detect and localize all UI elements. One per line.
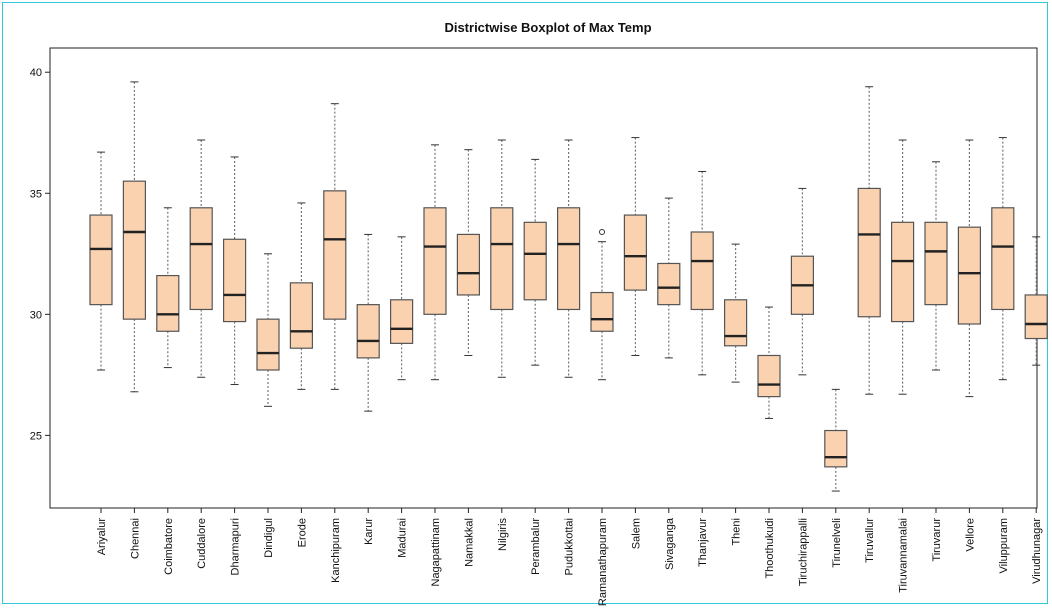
chart-title: Districtwise Boxplot of Max Temp — [444, 20, 651, 35]
x-tick-label: Thoothukudi — [764, 518, 776, 579]
iqr-box — [456, 233, 480, 296]
x-tick-label: Madurai — [397, 518, 409, 558]
iqr-box — [1024, 294, 1048, 340]
x-tick-label: Cuddalore — [196, 518, 208, 569]
iqr-box — [523, 221, 547, 301]
x-tick-label: Tiruvallur — [864, 518, 876, 563]
iqr-box — [189, 207, 213, 311]
iqr-box — [256, 318, 280, 371]
iqr-box — [490, 207, 514, 311]
iqr-box — [957, 226, 982, 325]
iqr-box — [356, 304, 380, 359]
x-tick-label: Dharmapuri — [230, 518, 242, 575]
x-tick-label: Chennai — [129, 518, 141, 559]
y-tick-label: 25 — [30, 430, 42, 442]
iqr-box — [556, 207, 581, 311]
x-axis: Ariyalur Chennai Coimbatore Cuddalore Dharma… — [96, 508, 1043, 606]
box-salem — [623, 137, 648, 356]
iqr-box — [991, 207, 1015, 311]
y-tick-label: 30 — [30, 309, 42, 321]
iqr-box — [390, 299, 414, 344]
box-tiruvallur — [857, 86, 881, 395]
x-tick-label: Tiruvarur — [931, 518, 943, 562]
iqr-box — [857, 187, 881, 318]
iqr-box — [623, 214, 648, 291]
x-tick-label: Karur — [363, 518, 375, 545]
box-tiruvarur — [924, 161, 948, 371]
box-karur — [356, 233, 380, 412]
iqr-box — [89, 214, 113, 306]
iqr-box — [757, 354, 781, 398]
x-tick-label: Ariyalur — [96, 518, 108, 556]
iqr-box — [690, 231, 714, 311]
box-tirunelveli — [824, 388, 848, 492]
box-thoothukudi — [757, 306, 781, 419]
box-ramanathapuram — [590, 229, 614, 381]
x-tick-label: Nagapattinam — [430, 518, 442, 587]
box-erode — [289, 202, 313, 390]
box-madurai — [390, 236, 414, 381]
iqr-box — [890, 221, 915, 323]
iqr-box — [657, 262, 681, 306]
box-sivaganga — [657, 197, 681, 359]
plot-area — [49, 47, 1038, 509]
box-coimbatore — [156, 207, 180, 369]
y-tick-label: 40 — [30, 67, 42, 79]
x-tick-label: Ramanathapuram — [597, 518, 609, 606]
x-tick-label: Perambalur — [530, 518, 542, 575]
box-tiruvannamalai — [890, 139, 915, 395]
outlier-point — [599, 229, 605, 235]
box-nilgiris — [490, 139, 514, 378]
iqr-box — [289, 282, 313, 349]
x-tick-label: Tiruchirappalli — [797, 518, 809, 586]
x-tick-label: Dindigul — [263, 518, 275, 558]
x-tick-label: Sivaganga — [664, 517, 676, 570]
y-axis: 25 30 35 40 — [30, 67, 50, 442]
boxes — [89, 81, 1048, 492]
box-ariyalur — [89, 151, 113, 371]
iqr-box — [590, 291, 614, 332]
x-tick-label: Tiruvannamalai — [898, 518, 910, 593]
box-perambalur — [523, 158, 547, 366]
x-tick-label: Kanchipuram — [330, 518, 342, 583]
iqr-box — [323, 190, 347, 320]
box-nagapattinam — [423, 144, 447, 381]
box-pudukkottai — [556, 139, 581, 378]
x-tick-label: Vellore — [964, 518, 976, 552]
iqr-box — [423, 207, 447, 315]
iqr-box — [223, 238, 247, 323]
x-tick-label: Viluppuram — [998, 518, 1010, 573]
box-kanchipuram — [323, 103, 347, 390]
box-dharmapuri — [223, 156, 247, 386]
box-tiruchirappalli — [790, 187, 815, 376]
x-tick-label: Pudukkottai — [564, 518, 576, 575]
x-tick-label: Namakkal — [463, 518, 475, 567]
box-vellore — [957, 139, 982, 398]
box-virudhunagar — [1024, 236, 1048, 366]
x-tick-label: Thanjavur — [697, 518, 709, 567]
iqr-box — [122, 180, 147, 320]
y-tick-label: 35 — [30, 188, 42, 200]
x-tick-label: Erode — [296, 518, 308, 547]
box-cuddalore — [189, 139, 213, 378]
x-tick-label: Coimbatore — [163, 518, 175, 575]
box-namakkal — [456, 149, 480, 356]
x-tick-label: Tirunelveli — [831, 518, 843, 568]
box-dindigul — [256, 253, 280, 407]
box-theni — [723, 243, 748, 383]
x-tick-label: Salem — [630, 518, 642, 549]
box-viluppuram — [991, 137, 1015, 381]
iqr-box — [723, 299, 748, 347]
iqr-box — [156, 274, 180, 332]
x-tick-label: Virudhunagar — [1031, 518, 1043, 584]
box-thanjavur — [690, 170, 714, 376]
x-tick-label: Nilgiris — [497, 518, 509, 552]
box-chennai — [122, 81, 147, 393]
iqr-box — [824, 429, 848, 468]
x-tick-label: Theni — [731, 518, 743, 546]
iqr-box — [924, 221, 948, 306]
